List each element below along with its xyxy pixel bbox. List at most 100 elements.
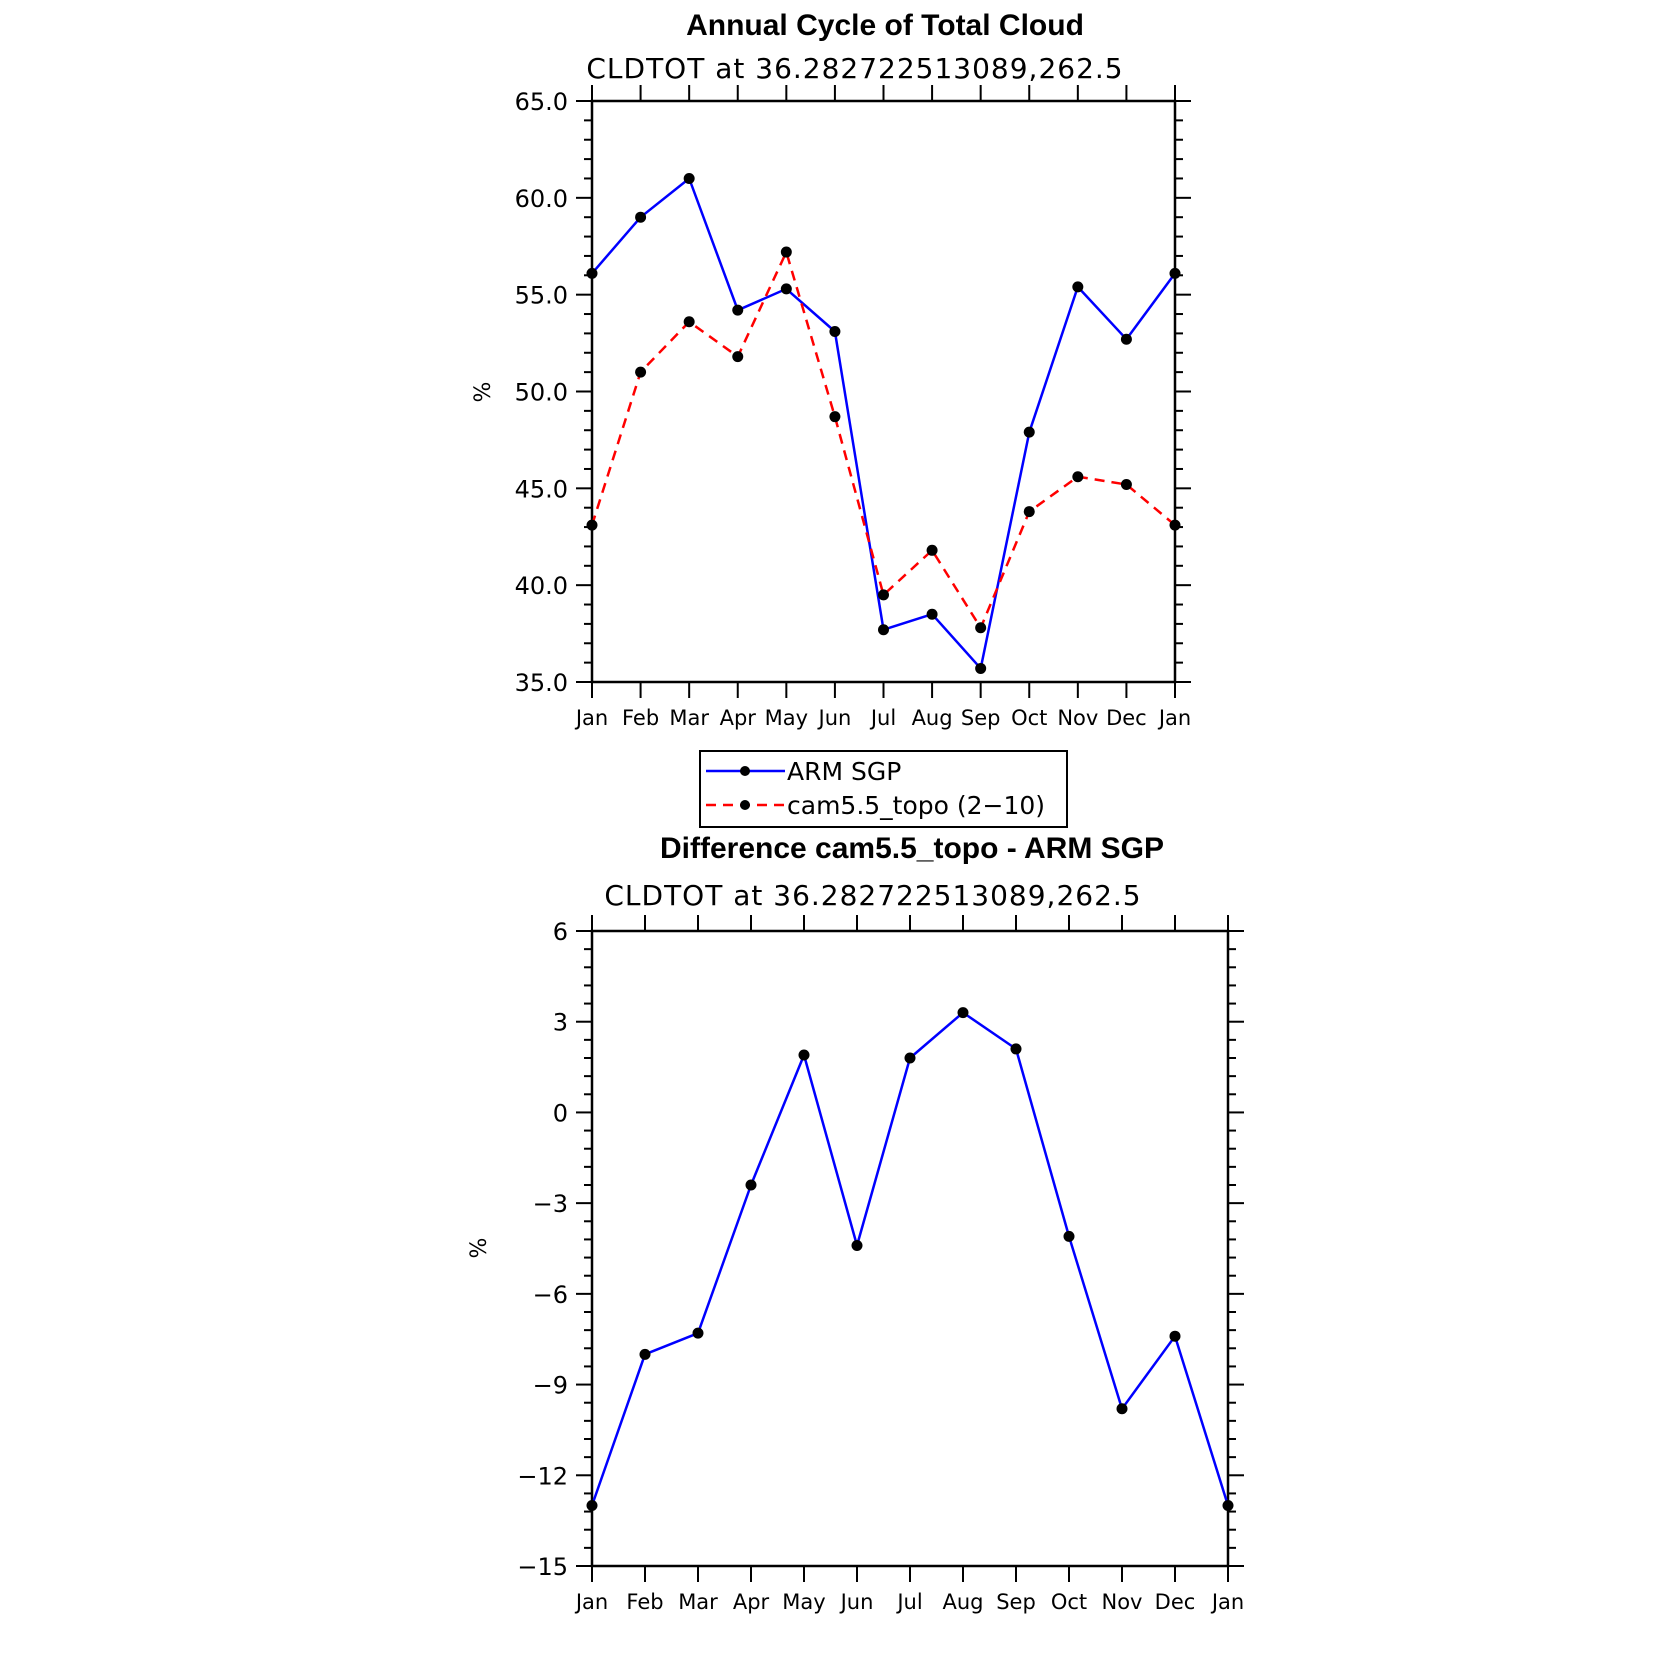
top-chart-x-tick-label: Oct xyxy=(1011,706,1047,730)
bottom-chart-y-tick-label: −3 xyxy=(533,1190,568,1218)
bottom-chart-y-tick-label: 3 xyxy=(553,1009,568,1037)
legend: ARM SGP cam5.5_topo (2−10) xyxy=(699,750,1068,828)
top-chart-y-tick-label: 65.0 xyxy=(515,88,568,116)
bottom-chart-x-tick-label: Jan xyxy=(1210,1590,1244,1614)
top-chart-x-tick-label: Feb xyxy=(622,706,659,730)
bottom-chart-plot-area: −15 −12 −9 −6 −3 0 3 6 Jan Feb Mar Apr May Jun Jul Aug S… xyxy=(517,915,1244,1614)
bottom-chart-y-tick-label: 6 xyxy=(553,918,568,946)
bottom-chart-x-tick-label: May xyxy=(782,1590,825,1614)
top-chart-series-0-point xyxy=(975,662,987,674)
top-chart-series-0-point xyxy=(780,283,792,295)
bottom-chart-x-tick-label: Oct xyxy=(1051,1590,1087,1614)
top-chart-x-tick-label: May xyxy=(765,706,808,730)
bottom-chart-series-0-point xyxy=(1169,1330,1181,1342)
bottom-chart-x-tick-label: Nov xyxy=(1102,1590,1143,1614)
top-chart-series-0-point xyxy=(1023,426,1035,438)
top-chart-series-0-point xyxy=(1169,267,1181,279)
bottom-chart-x-tick-label: Apr xyxy=(733,1590,770,1614)
top-chart-x-tick-label: Aug xyxy=(912,706,953,730)
top-chart-x-tick-label: Sep xyxy=(961,706,1001,730)
bottom-chart-series-0-point xyxy=(1116,1403,1128,1415)
top-chart-y-tick-label: 55.0 xyxy=(515,282,568,310)
top-chart-x-tick-label: Jan xyxy=(574,706,608,730)
bottom-chart-x-tick-label: Dec xyxy=(1155,1590,1196,1614)
legend-label-arm-sgp: ARM SGP xyxy=(787,757,901,786)
top-chart-series-0-point xyxy=(1120,333,1132,345)
top-chart: Annual Cycle of Total Cloud CLDTOT at 36… xyxy=(471,9,1191,828)
bottom-chart-series-0-point xyxy=(692,1327,704,1339)
top-chart-series-0-point xyxy=(635,211,647,223)
bottom-chart-x-tick-label: Sep xyxy=(996,1590,1036,1614)
bottom-chart-y-tick-label: −12 xyxy=(517,1462,568,1490)
top-chart-y-tick-label: 35.0 xyxy=(515,669,568,697)
top-chart-series-1-point xyxy=(1023,506,1035,518)
top-chart-x-tick-label: Dec xyxy=(1106,706,1147,730)
bottom-chart-x-tick-label: Mar xyxy=(678,1590,718,1614)
top-chart-x-tick-label: Mar xyxy=(669,706,709,730)
top-chart-x-tick-label: Jun xyxy=(817,706,852,730)
bottom-chart-x-tick-label: Aug xyxy=(942,1590,983,1614)
top-chart-series-0-point xyxy=(732,304,744,316)
bottom-chart-plot-frame xyxy=(590,929,1230,1568)
top-chart-series-1-point xyxy=(1120,478,1132,490)
top-chart-x-tick-label: Nov xyxy=(1057,706,1098,730)
bottom-chart-y-tick-label: −6 xyxy=(533,1281,568,1309)
top-chart-series-1-point xyxy=(683,316,695,328)
bottom-chart-y-tick-label: −9 xyxy=(533,1372,568,1400)
top-chart-y-tick-label: 40.0 xyxy=(515,572,568,600)
top-chart-x-tick-label: Apr xyxy=(720,706,757,730)
top-chart-series-1-point xyxy=(926,544,938,556)
top-chart-series-1-point xyxy=(780,246,792,258)
top-chart-x-tick-label: Jan xyxy=(1157,706,1191,730)
bottom-chart-series-0-point xyxy=(851,1239,863,1251)
top-chart-series-0-point xyxy=(683,172,695,184)
bottom-chart-series-0-point xyxy=(1222,1500,1234,1512)
top-chart-series-0-point xyxy=(1072,281,1084,293)
bottom-chart-series-0-point xyxy=(745,1179,757,1191)
top-chart-series-1-point xyxy=(975,622,987,634)
top-chart-series-1-point xyxy=(1169,519,1181,531)
bottom-chart-series-0-point xyxy=(639,1348,651,1360)
bottom-chart-subtitle: CLDTOT at 36.282722513089,262.5 xyxy=(604,879,1141,912)
top-chart-series-1-point xyxy=(586,519,598,531)
top-chart-series-1-point xyxy=(635,366,647,378)
top-chart-title: Annual Cycle of Total Cloud xyxy=(686,9,1084,42)
top-chart-series-1-point xyxy=(1072,471,1084,483)
legend-box xyxy=(699,750,1068,828)
top-chart-series-0-point xyxy=(586,267,598,279)
bottom-chart-series-0-point xyxy=(798,1049,810,1061)
top-chart-y-tick-label: 60.0 xyxy=(515,185,568,213)
top-chart-y-tick-label: 50.0 xyxy=(515,379,568,407)
bottom-chart-x-tick-label: Jul xyxy=(895,1590,922,1614)
bottom-chart-series-0-point xyxy=(1063,1230,1075,1242)
top-chart-series-1-point xyxy=(829,411,841,423)
bottom-chart-y-tick-label: −15 xyxy=(517,1553,568,1581)
bottom-chart-series-0-point xyxy=(586,1500,598,1512)
legend-marker-cam xyxy=(740,800,750,810)
legend-marker-arm-sgp xyxy=(740,766,750,776)
legend-label-cam: cam5.5_topo (2−10) xyxy=(787,791,1045,820)
top-chart-series-1-line xyxy=(590,250,1176,630)
top-chart-series-1-point xyxy=(732,351,744,363)
bottom-chart-series-0-line xyxy=(590,1011,1230,1506)
top-chart-series-0-point xyxy=(878,624,889,636)
top-chart-y-axis-label: % xyxy=(471,382,496,403)
top-chart-series-1-point xyxy=(878,589,889,601)
bottom-chart-y-tick-label: 0 xyxy=(553,1099,568,1127)
top-chart-subtitle: CLDTOT at 36.282722513089,262.5 xyxy=(586,52,1123,85)
top-chart-series-0-point xyxy=(926,608,938,620)
bottom-chart-x-tick-label: Jun xyxy=(839,1590,874,1614)
bottom-chart-x-tick-label: Feb xyxy=(626,1590,663,1614)
top-chart-series-0-point xyxy=(829,325,841,337)
bottom-chart-x-tick-label: Jan xyxy=(574,1590,608,1614)
top-chart-y-tick-label: 45.0 xyxy=(515,475,568,503)
bottom-chart-y-axis-label: % xyxy=(467,1238,492,1259)
bottom-chart-series-0-point xyxy=(957,1007,969,1019)
bottom-chart-series-0-point xyxy=(904,1052,916,1064)
bottom-chart-series-0-point xyxy=(1010,1043,1022,1055)
top-chart-x-tick-label: Jul xyxy=(869,706,896,730)
bottom-chart-title: Difference cam5.5_topo - ARM SGP xyxy=(660,832,1164,865)
top-chart-plot-area: 35.0 40.0 45.0 50.0 55.0 60.0 65.0 Jan Feb Mar Apr… xyxy=(515,85,1191,730)
bottom-chart: Difference cam5.5_topo - ARM SGP CLDTOT … xyxy=(467,832,1244,1614)
